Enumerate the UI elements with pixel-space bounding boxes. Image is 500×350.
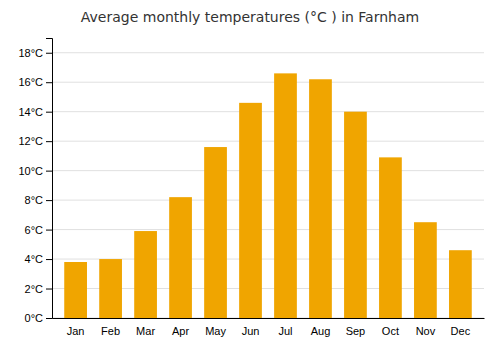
y-tick-mark bbox=[46, 171, 52, 172]
y-tick-mark bbox=[46, 53, 52, 54]
y-tick-label: 6°C bbox=[25, 224, 44, 236]
y-tick-label: 12°C bbox=[18, 135, 43, 147]
bar bbox=[204, 147, 227, 318]
x-tick: Nov bbox=[416, 325, 436, 337]
y-tick-label: 0°C bbox=[25, 312, 44, 324]
x-tick: Mar bbox=[136, 325, 155, 337]
x-tick: Jan bbox=[67, 325, 85, 337]
y-tick: 8°C bbox=[25, 194, 52, 206]
grid-line bbox=[52, 52, 484, 53]
grid-line bbox=[52, 170, 484, 171]
x-tick-label: Jan bbox=[67, 325, 85, 337]
title: Average monthly temperatures (°C ) in Fa… bbox=[81, 9, 419, 25]
bars bbox=[64, 73, 472, 318]
x-tick: May bbox=[205, 325, 226, 337]
x-tick: Aug bbox=[311, 325, 331, 337]
y-tick: 6°C bbox=[25, 224, 52, 236]
y-axis-line bbox=[46, 39, 53, 319]
grid-line bbox=[52, 141, 484, 142]
y-tick: 10°C bbox=[18, 165, 52, 177]
x-tick-label: Jul bbox=[278, 325, 292, 337]
x-tick-label: Sep bbox=[346, 325, 366, 337]
bar bbox=[239, 103, 262, 318]
x-tick: Jun bbox=[242, 325, 260, 337]
y-tick: 2°C bbox=[25, 283, 52, 295]
x-tick-label: Mar bbox=[136, 325, 155, 337]
x-axis: Jan Feb Mar Apr May Jun Jul Aug Sep Oct Nov Dec bbox=[53, 319, 485, 337]
y-axis: 0°C 2°C 4°C 6°C 8°C 10°C 12°C 14°C 16°C 18°C bbox=[18, 39, 52, 325]
x-tick-label: Feb bbox=[101, 325, 120, 337]
y-tick-mark bbox=[46, 230, 52, 231]
y-tick: 12°C bbox=[18, 135, 52, 147]
bar bbox=[309, 79, 332, 318]
x-tick-label: Aug bbox=[311, 325, 331, 337]
y-tick: 18°C bbox=[18, 47, 52, 59]
y-tick-mark bbox=[46, 259, 52, 260]
y-tick-label: 18°C bbox=[18, 47, 43, 59]
y-tick-mark bbox=[46, 318, 52, 319]
y-tick-label: 10°C bbox=[18, 165, 43, 177]
x-tick: Jul bbox=[278, 325, 292, 337]
y-tick-label: 2°C bbox=[25, 283, 44, 295]
x-tick-label: Dec bbox=[451, 325, 471, 337]
y-tick-mark bbox=[46, 112, 52, 113]
x-tick-label: May bbox=[205, 325, 226, 337]
y-tick-mark bbox=[46, 289, 52, 290]
x-tick-label: Apr bbox=[172, 325, 189, 337]
bar bbox=[169, 197, 192, 318]
x-tick: Dec bbox=[451, 325, 471, 337]
x-tick-label: Jun bbox=[242, 325, 260, 337]
y-tick: 0°C bbox=[25, 312, 52, 324]
y-tick-mark bbox=[46, 82, 52, 83]
chart-container: 0°C 2°C 4°C 6°C 8°C 10°C 12°C 14°C 16°C 18°C Jan Fe… bbox=[0, 0, 500, 350]
y-tick-label: 16°C bbox=[18, 76, 43, 88]
y-tick: 16°C bbox=[18, 76, 52, 88]
y-tick-label: 8°C bbox=[25, 194, 44, 206]
bar bbox=[414, 222, 437, 318]
plot: 0°C 2°C 4°C 6°C 8°C 10°C 12°C 14°C 16°C 18°C Jan Fe… bbox=[18, 39, 484, 337]
grid-line bbox=[52, 82, 484, 83]
grid-line bbox=[52, 111, 484, 112]
x-axis-line bbox=[53, 318, 485, 319]
x-tick-label: Oct bbox=[382, 325, 399, 337]
x-tick: Feb bbox=[101, 325, 120, 337]
y-tick-mark bbox=[46, 141, 52, 142]
grid bbox=[52, 53, 484, 318]
x-tick: Oct bbox=[382, 325, 399, 337]
x-tick: Sep bbox=[346, 325, 366, 337]
bar bbox=[134, 231, 157, 318]
y-tick-mark bbox=[46, 200, 52, 201]
bar bbox=[64, 262, 87, 318]
x-tick-label: Nov bbox=[416, 325, 436, 337]
bar bbox=[449, 250, 472, 318]
x-tick: Apr bbox=[172, 325, 189, 337]
y-tick-label: 14°C bbox=[18, 106, 43, 118]
bar bbox=[379, 157, 402, 318]
y-tick: 4°C bbox=[25, 253, 52, 265]
grid-line bbox=[52, 200, 484, 201]
bar bbox=[99, 259, 122, 318]
y-tick-label: 4°C bbox=[25, 253, 44, 265]
bar bbox=[274, 73, 297, 318]
bar bbox=[344, 112, 367, 318]
y-tick: 14°C bbox=[18, 106, 52, 118]
chart-svg: 0°C 2°C 4°C 6°C 8°C 10°C 12°C 14°C 16°C 18°C Jan Fe… bbox=[0, 0, 500, 350]
